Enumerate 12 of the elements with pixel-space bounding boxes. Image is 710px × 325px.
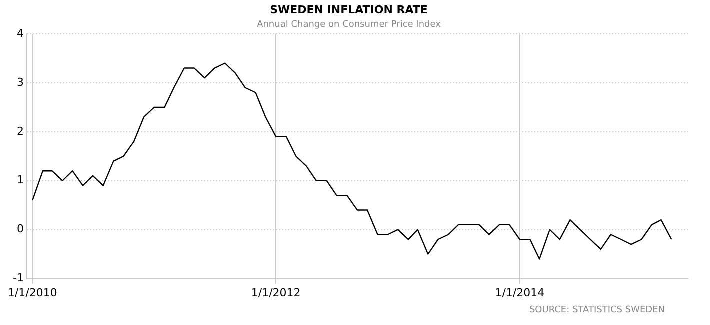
y-tick-label: 0 xyxy=(16,222,24,236)
chart-subtitle: Annual Change on Consumer Price Index xyxy=(257,20,442,30)
y-tick-label: -1 xyxy=(13,272,24,285)
chart-title: SWEDEN INFLATION RATE xyxy=(270,3,428,16)
y-tick-label: 3 xyxy=(16,76,24,89)
y-tick-label: 4 xyxy=(16,26,24,40)
x-tick-label: 1/1/2014 xyxy=(495,286,545,300)
x-tick-label: 1/1/2012 xyxy=(251,286,301,300)
x-tick-label: 1/1/2010 xyxy=(8,286,58,300)
source-note: SOURCE: STATISTICS SWEDEN xyxy=(529,305,665,316)
y-tick-label: 1 xyxy=(16,174,24,187)
y-tick-label: 2 xyxy=(16,124,24,138)
